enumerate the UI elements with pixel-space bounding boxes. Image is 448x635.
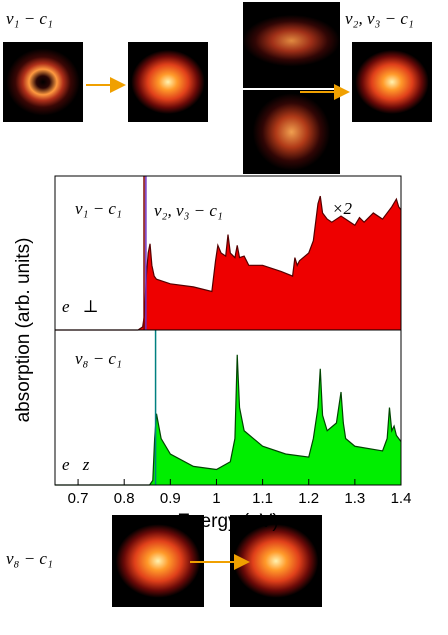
image: [3, 42, 83, 122]
x-tick-label: 0.7: [68, 490, 89, 507]
y-axis-label: absorption (arb. units): [13, 238, 34, 423]
annotation: v₁ − c₁: [75, 199, 122, 218]
image: [243, 2, 340, 88]
image-label: v₈ − c₁: [6, 549, 53, 568]
annotation: v₈ − c₁: [75, 349, 122, 368]
plot-frame: [54, 329, 402, 486]
x-tick-label: 1.2: [298, 490, 319, 507]
x-tick-label: 0.9: [160, 490, 181, 507]
image: [352, 42, 432, 122]
x-tick-label: 1.1: [252, 490, 273, 507]
x-axis-label: Energy (eV): [177, 511, 278, 532]
annotation: e⃗z: [62, 455, 90, 474]
line: [55, 195, 402, 331]
image: [243, 90, 340, 174]
annotation: v₂, v₃ − c₁: [154, 201, 223, 220]
x-tick-label: 1.4: [391, 490, 412, 507]
x-tick-label: 1: [212, 490, 220, 507]
annotation: ×2: [332, 199, 352, 218]
area: [55, 196, 401, 330]
x-tick-label: 1.3: [344, 490, 365, 507]
annotation: e⃗⊥: [62, 297, 99, 316]
image-label: v₂, v₃ − c₁: [345, 9, 414, 28]
x-tick-label: 0.8: [114, 490, 135, 507]
line: [55, 354, 402, 486]
image: [128, 42, 208, 122]
area: [55, 354, 401, 485]
image: [112, 515, 204, 607]
image-label: v₁ − c₁: [6, 9, 53, 28]
